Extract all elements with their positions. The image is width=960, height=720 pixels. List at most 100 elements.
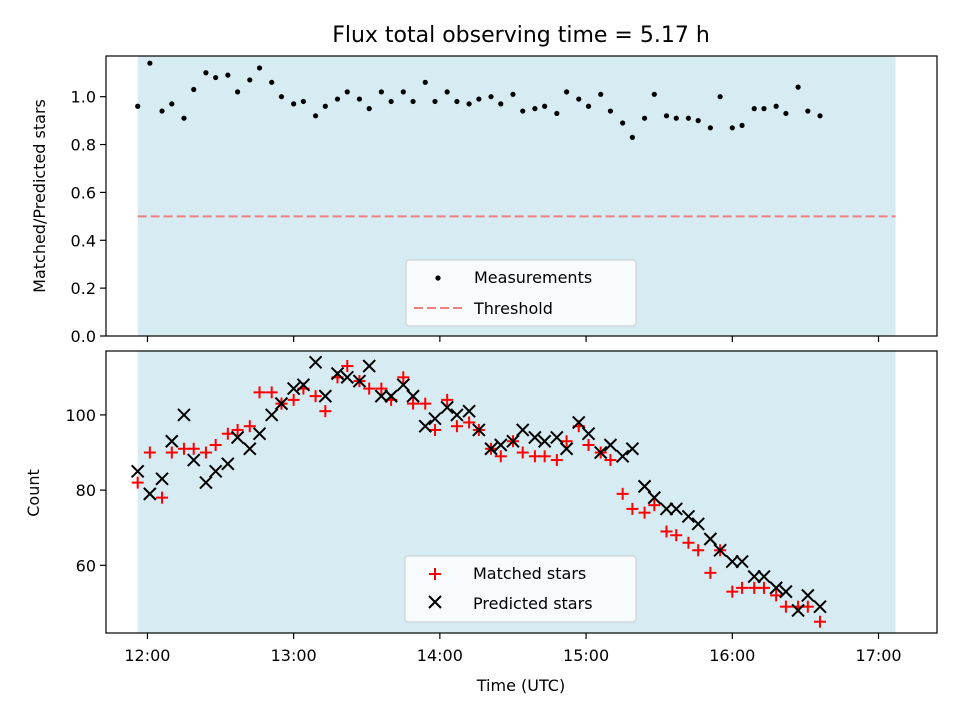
matched-star-point bbox=[441, 393, 454, 406]
legend-predicted-label: Predicted stars bbox=[473, 594, 593, 613]
measurement-point bbox=[256, 65, 263, 71]
matched-star-point bbox=[648, 499, 661, 512]
measurement-point bbox=[356, 96, 363, 102]
matched-star-point bbox=[494, 450, 507, 463]
matched-star-point bbox=[243, 420, 256, 433]
measurement-point bbox=[620, 120, 626, 126]
x-tick-label: 16:00 bbox=[709, 646, 755, 665]
predicted-star-point bbox=[384, 389, 398, 403]
matched-star-point bbox=[638, 506, 651, 519]
legend-matched-marker bbox=[429, 568, 441, 580]
predicted-star-point bbox=[681, 509, 696, 524]
matched-star-point bbox=[253, 386, 266, 399]
count-y-tick-label: 60 bbox=[76, 556, 96, 575]
measurement-point bbox=[685, 115, 692, 121]
ratio-x-ticks bbox=[146, 336, 880, 342]
ratio-y-ticks: 0.0 0.2 0.4 0.6 0.8 1.0 bbox=[71, 88, 106, 346]
measurement-point bbox=[135, 103, 141, 109]
predicted-star-point bbox=[637, 479, 652, 494]
chart-title: Flux total observing time = 5.17 h bbox=[332, 23, 710, 48]
measurement-point bbox=[334, 96, 341, 102]
matched-star-point bbox=[770, 589, 783, 602]
measurement-point bbox=[225, 72, 231, 78]
ratio-y-tick-label: 0.2 bbox=[71, 279, 96, 298]
predicted-star-point bbox=[155, 472, 169, 486]
predicted-star-point bbox=[791, 603, 805, 618]
x-tick-label: 17:00 bbox=[855, 646, 901, 665]
predicted-star-point bbox=[537, 434, 552, 448]
measurement-point bbox=[422, 79, 428, 85]
matched-star-point bbox=[407, 397, 420, 410]
measurement-point bbox=[805, 108, 811, 114]
predicted-star-point bbox=[374, 389, 389, 403]
matched-star-point bbox=[428, 423, 441, 436]
x-tick-label: 13:00 bbox=[271, 646, 317, 665]
measurement-point bbox=[344, 89, 350, 95]
measurement-point bbox=[751, 106, 757, 112]
matched-star-point bbox=[736, 581, 749, 594]
measurement-point bbox=[312, 113, 319, 119]
matched-star-point bbox=[319, 405, 332, 418]
x-tick-label: 12:00 bbox=[124, 646, 170, 665]
predicted-star-point bbox=[593, 445, 608, 460]
ratio-y-tick-label: 1.0 bbox=[71, 88, 96, 107]
predicted-star-point bbox=[550, 430, 564, 445]
matched-star-point bbox=[221, 427, 234, 440]
matched-star-point bbox=[363, 382, 376, 395]
measurement-point bbox=[607, 108, 614, 114]
predicted-star-point bbox=[130, 464, 145, 479]
predicted-star-point bbox=[450, 408, 464, 422]
matched-star-point bbox=[463, 416, 476, 429]
measurement-point bbox=[673, 115, 679, 121]
measurement-point bbox=[476, 96, 482, 102]
matched-star-point bbox=[143, 446, 156, 459]
predicted-star-point bbox=[559, 442, 574, 456]
legend-threshold-label: Threshold bbox=[473, 299, 553, 318]
predicted-star-point bbox=[603, 438, 618, 452]
predicted-star-point bbox=[506, 434, 520, 448]
measurement-point bbox=[641, 115, 648, 121]
measurement-point bbox=[707, 125, 713, 131]
count-y-tick-label: 80 bbox=[76, 481, 96, 500]
matched-star-point bbox=[582, 439, 595, 451]
matched-star-point bbox=[287, 393, 300, 406]
predicted-star-point bbox=[208, 464, 223, 479]
matched-star-point bbox=[626, 502, 639, 515]
measurement-point bbox=[291, 101, 297, 107]
matched-star-point bbox=[156, 491, 169, 504]
predicted-star-point bbox=[199, 475, 213, 490]
predicted-star-point bbox=[713, 543, 727, 557]
predicted-star-point bbox=[143, 487, 157, 501]
predicted-star-point bbox=[801, 588, 815, 603]
measurement-point bbox=[761, 106, 767, 112]
measurement-point bbox=[739, 122, 745, 129]
predicted-star-point bbox=[472, 423, 486, 437]
matched-star-point bbox=[757, 581, 770, 594]
predicted-star-point bbox=[659, 502, 674, 516]
predicted-star-point bbox=[230, 430, 245, 445]
matched-star-point bbox=[814, 615, 827, 628]
measurement-point bbox=[695, 118, 701, 124]
predicted-star-point bbox=[362, 359, 376, 373]
measurement-point bbox=[532, 106, 538, 112]
predicted-star-point bbox=[494, 438, 508, 452]
predicted-star-point bbox=[187, 453, 201, 467]
predicted-star-point bbox=[528, 430, 542, 445]
measurement-point bbox=[191, 86, 197, 93]
ratio-y-tick-label: 0.0 bbox=[71, 327, 96, 346]
matched-star-point bbox=[550, 454, 563, 467]
predicted-star-point bbox=[286, 381, 301, 396]
measurement-point bbox=[322, 103, 328, 109]
predicted-star-point bbox=[725, 554, 740, 569]
matched-star-point bbox=[670, 529, 683, 542]
ratio-y-tick-label: 0.8 bbox=[71, 136, 96, 155]
matched-star-point bbox=[450, 420, 463, 433]
predicted-star-point bbox=[396, 378, 411, 392]
measurement-point bbox=[300, 98, 306, 105]
measurement-point bbox=[432, 98, 438, 105]
measurement-point bbox=[498, 101, 504, 107]
count-y-tick-label: 100 bbox=[65, 406, 96, 425]
predicted-star-point bbox=[757, 569, 771, 584]
measurement-point bbox=[269, 79, 275, 85]
measurement-point bbox=[563, 89, 570, 95]
